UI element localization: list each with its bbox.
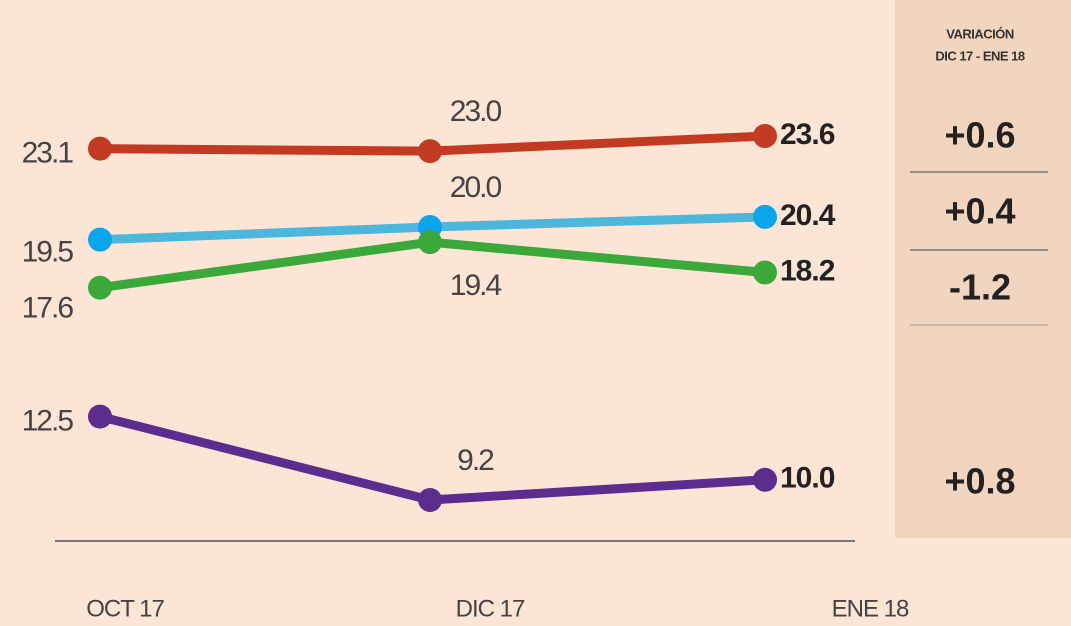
point	[753, 467, 777, 492]
data-label: 23.6	[780, 118, 835, 151]
point	[88, 404, 112, 429]
x-tick-label: ENE 18	[832, 595, 909, 622]
point	[418, 230, 442, 255]
variation-panel	[895, 0, 1071, 538]
point	[753, 124, 777, 148]
point	[418, 488, 442, 512]
data-label: 19.4	[450, 269, 502, 302]
data-label: 23.0	[450, 95, 502, 128]
data-label: 12.5	[22, 405, 74, 438]
point	[88, 227, 112, 252]
variation-value: +0.6	[944, 115, 1015, 156]
data-label: 20.4	[780, 199, 836, 232]
data-label: 9.2	[457, 444, 494, 477]
series-line	[98, 412, 766, 505]
variation-title: VARIACIÓN	[946, 26, 1014, 41]
data-label: 18.2	[780, 254, 835, 287]
variation-title: DIC 17 - ENE 18	[935, 48, 1025, 63]
point	[753, 260, 777, 285]
point	[88, 275, 112, 300]
point	[88, 136, 112, 161]
data-label: 19.5	[22, 236, 74, 269]
variation-value: +0.8	[944, 461, 1015, 502]
variation-value: -1.2	[949, 267, 1011, 308]
point	[753, 204, 777, 229]
data-label: 10.0	[780, 462, 835, 495]
x-tick-label: DIC 17	[456, 595, 525, 622]
data-label: 17.6	[22, 292, 74, 325]
data-label: 20.0	[450, 171, 502, 204]
x-tick-label: OCT 17	[86, 595, 164, 622]
variation-value: +0.4	[944, 191, 1015, 232]
point	[418, 139, 442, 164]
data-label: 23.1	[22, 137, 74, 170]
